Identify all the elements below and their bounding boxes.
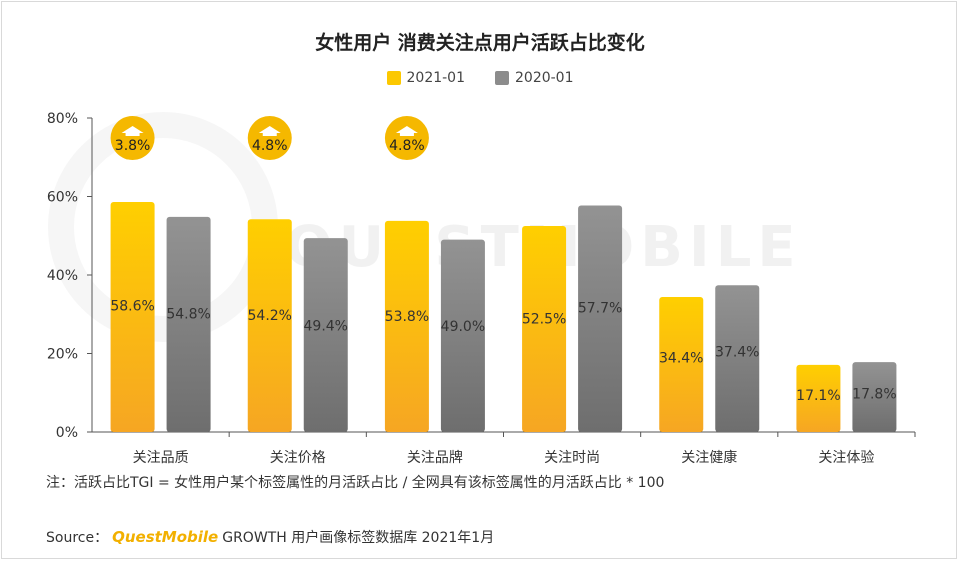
data-label-2020-01: 57.7%	[578, 300, 622, 316]
bar-2020	[303, 238, 348, 432]
bar-2021	[247, 219, 292, 432]
y-tick-label: 40%	[47, 268, 78, 284]
bar-2021	[522, 225, 567, 432]
data-label-2021-01: 58.6%	[110, 298, 154, 314]
annotation-badge	[384, 116, 429, 160]
annotation-badge	[247, 116, 292, 160]
source-text: GROWTH 用户画像标签数据库 2021年1月	[222, 530, 495, 546]
y-tick-label: 60%	[47, 190, 78, 206]
bar-2020	[852, 362, 897, 432]
data-label-2020-01: 49.4%	[304, 318, 348, 334]
annotation-badge	[110, 116, 155, 160]
data-label-2021-01: 34.4%	[659, 351, 703, 367]
x-tick-label: 关注品质	[133, 450, 189, 466]
bar-2020	[578, 205, 623, 432]
data-label-2020-01: 37.4%	[715, 344, 759, 360]
footnote: 注：活跃占比TGI = 女性用户某个标签属性的月活跃占比 / 全网具有该标签属性…	[46, 475, 665, 491]
x-tick-label: 关注品牌	[407, 449, 463, 466]
bar-2021	[659, 296, 704, 432]
up-arrow-icon	[121, 126, 144, 136]
x-tick-label: 关注体验	[818, 450, 874, 466]
x-tick-label: 关注健康	[681, 449, 737, 466]
data-label-2021-01: 53.8%	[385, 309, 429, 325]
bar-2020	[715, 285, 760, 432]
data-label-2020-01: 49.0%	[441, 319, 485, 335]
y-tick-label: 20%	[47, 347, 78, 363]
bar-2021	[110, 201, 155, 432]
y-tick-label: 80%	[47, 111, 78, 127]
legend-swatch-2021	[386, 71, 401, 85]
data-label-2021-01: 54.2%	[248, 308, 292, 324]
bar-2021	[796, 364, 841, 432]
legend-label-2021: 2021-01	[406, 70, 466, 86]
bar-2020	[166, 216, 211, 432]
up-arrow-icon	[258, 126, 281, 136]
legend-swatch-2020	[495, 71, 509, 85]
x-tick-label: 关注价格	[270, 450, 326, 466]
source-prefix: Source：	[46, 530, 109, 546]
data-label-2020-01: 17.8%	[852, 387, 896, 403]
annotation-text: 4.8%	[252, 138, 288, 154]
annotation-text: 3.8%	[115, 138, 151, 154]
legend-item-2020: 2020-01	[495, 70, 574, 86]
bar-2021	[384, 220, 429, 432]
chart-title: 女性用户 消费关注点用户活跃占比变化	[315, 32, 645, 54]
y-tick-label: 0%	[56, 425, 78, 441]
up-arrow-icon	[395, 126, 418, 136]
data-label-2020-01: 54.8%	[166, 307, 210, 323]
chart-legend: 2021-01 2020-01	[0, 70, 960, 86]
legend-item-2021: 2021-01	[386, 70, 466, 86]
bar-2020	[440, 239, 485, 432]
data-label-2021-01: 17.1%	[796, 388, 840, 404]
data-label-2021-01: 52.5%	[522, 312, 566, 328]
annotation-text: 4.8%	[389, 138, 425, 154]
legend-label-2020: 2020-01	[515, 70, 574, 86]
source-line: Source： QuestMobile GROWTH 用户画像标签数据库 202…	[46, 527, 494, 547]
source-brand-logo: QuestMobile	[112, 528, 219, 546]
x-tick-label: 关注时尚	[544, 450, 600, 466]
